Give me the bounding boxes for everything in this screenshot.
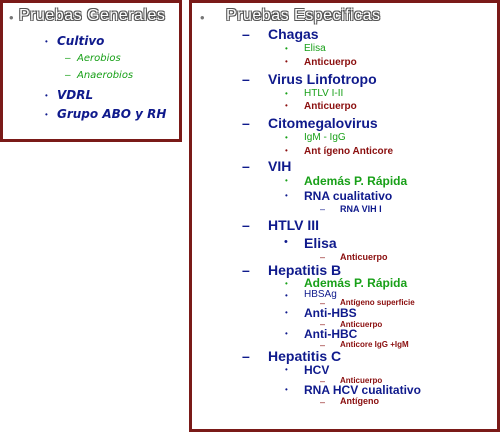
hepb-sub-dash: – bbox=[320, 340, 326, 350]
hepb-hbsag: HBSAg bbox=[304, 289, 337, 300]
cito-igm-igg: IgM - IgG bbox=[304, 132, 346, 143]
hepc-sub-dash: – bbox=[320, 376, 326, 386]
virus-item-bullet: • bbox=[285, 101, 288, 110]
hepc-rna-hcv: RNA HCV cualitativo bbox=[304, 383, 421, 397]
chagas-item-bullet: • bbox=[285, 57, 288, 66]
grupo-bullet: • bbox=[45, 110, 48, 119]
anaerobios-dash: – bbox=[65, 70, 71, 81]
hepb-anticuerpo: Anticuerpo bbox=[340, 320, 383, 329]
chagas-item-bullet: • bbox=[285, 44, 288, 53]
hepb-dash: – bbox=[242, 262, 250, 278]
chagas-heading: Chagas bbox=[268, 26, 319, 42]
hepc-sub-dash: – bbox=[320, 397, 326, 407]
cito-item-bullet: • bbox=[285, 146, 288, 155]
title-bullet: • bbox=[9, 10, 14, 25]
hepc-dash: – bbox=[242, 348, 250, 364]
aerobios-dash: – bbox=[65, 53, 71, 64]
hepb-item-bullet: • bbox=[285, 329, 288, 338]
chagas-elisa: Elisa bbox=[304, 43, 326, 54]
vdrl-bullet: • bbox=[45, 91, 48, 100]
cultivo-label: Cultivo bbox=[57, 34, 105, 48]
hepatitis-c-heading: Hepatitis C bbox=[268, 348, 342, 364]
specific-tests-panel: • Pruebas Especificas – Chagas • Elisa •… bbox=[189, 0, 500, 432]
vih-item-bullet: • bbox=[285, 176, 288, 185]
htlv-item-bullet: • bbox=[284, 236, 288, 248]
vih-ademas: Además P. Rápida bbox=[304, 174, 408, 188]
citomegalovirus-heading: Citomegalovirus bbox=[268, 115, 378, 131]
hepb-ademas: Además P. Rápida bbox=[304, 276, 408, 290]
title-bullet: • bbox=[200, 10, 205, 25]
cito-dash: – bbox=[242, 115, 250, 131]
hepc-anticuerpo: Anticuerpo bbox=[340, 376, 383, 385]
hepb-item-bullet: • bbox=[285, 279, 288, 288]
vih-rna-vih: RNA VIH I bbox=[340, 204, 382, 214]
hepatitis-b-heading: Hepatitis B bbox=[268, 262, 342, 278]
virus-linfotropo-heading: Virus Linfotropo bbox=[268, 71, 377, 87]
htlv-sub-dash: – bbox=[320, 252, 326, 262]
vdrl-label: VDRL bbox=[57, 88, 94, 102]
virus-htlv: HTLV I-II bbox=[304, 88, 344, 99]
htlv-iii-heading: HTLV III bbox=[268, 217, 320, 233]
general-tests-panel: • Pruebas Generales • Cultivo – Aerobios… bbox=[0, 0, 182, 142]
hepc-hcv: HCV bbox=[304, 363, 330, 377]
hepb-sub-dash: – bbox=[320, 319, 326, 329]
aerobios-label: Aerobios bbox=[77, 53, 121, 64]
virus-anticuerpo: Anticuerpo bbox=[304, 101, 357, 112]
specific-tests-title: Pruebas Especificas bbox=[226, 7, 381, 24]
general-tests-title: Pruebas Generales bbox=[19, 7, 166, 24]
cito-item-bullet: • bbox=[285, 133, 288, 142]
virus-dash: – bbox=[242, 71, 250, 87]
vih-sub-dash: – bbox=[320, 204, 326, 214]
hepb-item-bullet: • bbox=[285, 308, 288, 317]
vih-heading: VIH bbox=[268, 158, 292, 174]
hepb-antigeno-superficie: Antígeno superficie bbox=[340, 298, 415, 307]
cultivo-bullet: • bbox=[45, 37, 48, 46]
vih-dash: – bbox=[242, 158, 250, 174]
hepb-anti-hbc: Anti-HBC bbox=[304, 327, 358, 341]
chagas-anticuerpo: Anticuerpo bbox=[304, 57, 357, 68]
cito-antigeno: Ant ígeno Anticore bbox=[304, 146, 394, 157]
htlv-dash: – bbox=[242, 217, 250, 233]
hepb-sub-dash: – bbox=[320, 298, 326, 308]
hepb-anticore: Anticore IgG +IgM bbox=[340, 340, 409, 349]
htlv-anticuerpo: Anticuerpo bbox=[340, 252, 388, 262]
chagas-dash: – bbox=[242, 26, 250, 42]
hepc-antigeno: Antígeno bbox=[340, 396, 379, 406]
hepc-item-bullet: • bbox=[285, 365, 288, 374]
htlv-elisa: Elisa bbox=[304, 235, 337, 251]
hepc-item-bullet: • bbox=[285, 385, 288, 394]
virus-item-bullet: • bbox=[285, 89, 288, 98]
vih-rna: RNA cualitativo bbox=[304, 189, 393, 203]
hepb-anti-hbs: Anti-HBS bbox=[304, 306, 357, 320]
anaerobios-label: Anaerobios bbox=[77, 70, 134, 81]
grupo-label: Grupo ABO y RH bbox=[57, 107, 167, 121]
hepb-item-bullet: • bbox=[285, 291, 288, 300]
vih-item-bullet: • bbox=[285, 191, 288, 200]
